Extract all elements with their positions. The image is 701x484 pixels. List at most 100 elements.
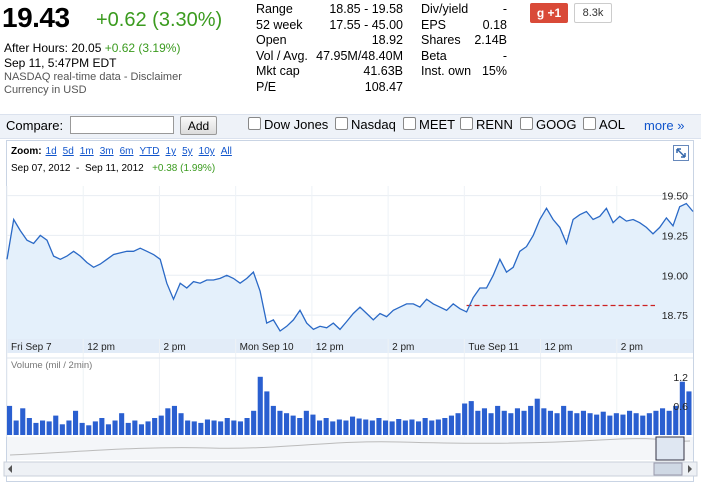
horizontal-scrollbar[interactable] [3,461,698,477]
compare-option[interactable]: MEET [403,117,455,132]
volume-bar [350,416,356,435]
volume-label: Volume (mil / 2min) [11,360,92,371]
volume-bar [178,413,184,435]
volume-bar [653,410,659,435]
zoom-option[interactable]: 6m [119,146,134,157]
volume-bar [92,421,98,435]
volume-bar [191,421,197,435]
stat-label: P/E [256,79,277,94]
stat-value: 108.47 [364,79,403,94]
volume-bar [277,410,283,435]
volume-bar [264,391,270,435]
compare-checkbox[interactable] [460,117,473,130]
stat-value: 47.95M/48.40M [316,48,403,63]
compare-option[interactable]: Dow Jones [248,117,328,132]
stat-label: Open [256,33,287,47]
stat-row: Shares 2.14B [421,33,507,49]
volume-bar [521,410,527,435]
volume-bar [125,422,131,435]
volume-bar [363,419,369,435]
volume-bar [132,420,138,435]
volume-bar [660,408,666,435]
stats-column-1: Range 18.85 - 19.58 52 week 17.55 - 45.00 Op… [256,2,403,95]
volume-bar [257,376,263,435]
more-link[interactable]: more » [644,118,685,133]
stat-label: Beta [421,48,447,63]
volume-bar [627,410,633,435]
volume-bar [284,413,290,435]
range-to: Sep 11, 2012 [84,163,144,174]
volume-bar [145,421,151,435]
volume-bar [567,410,573,435]
volume-bar [112,420,118,435]
stat-label: Range [256,2,293,16]
volume-bar [448,415,454,435]
volume-bar [231,420,237,435]
add-button[interactable]: Add [180,116,217,135]
stat-value: 0.18 [482,17,507,32]
stat-label: Vol / Avg. [256,48,308,63]
scroll-left-icon[interactable] [8,465,12,473]
navigator-window[interactable] [655,436,685,461]
volume-bar [666,410,672,435]
scrollbar-thumb[interactable] [653,462,683,476]
zoom-option[interactable]: All [220,146,232,157]
volume-bar [686,391,692,435]
volume-bar [290,415,296,435]
compare-checkbox[interactable] [403,117,416,130]
stat-value: 17.55 - 45.00 [329,17,403,32]
zoom-option[interactable]: 10y [198,146,215,157]
compare-checkbox[interactable] [248,117,261,130]
compare-input[interactable] [70,116,174,134]
volume-bar [356,418,362,435]
zoom-option[interactable]: 1y [165,146,177,157]
x-tick-label: Mon Sep 10 [240,342,294,353]
source-note[interactable]: NASDAQ real-time data - Disclaimer [4,71,182,83]
currency-note: Currency in USD [4,84,87,96]
stat-row: Inst. own 15% [421,64,507,80]
volume-bar [119,413,125,435]
compare-checkbox[interactable] [335,117,348,130]
compare-checkbox[interactable] [583,117,596,130]
volume-bar [528,405,534,435]
stat-row: Vol / Avg. 47.95M/48.40M [256,49,403,65]
volume-bar [389,421,395,435]
compare-option[interactable]: AOL [583,117,625,132]
volume-bar [105,424,111,435]
volume-bar [86,425,92,435]
volume-bar [171,405,177,435]
y-tick-label: 18.75 [662,310,688,322]
volume-bar [66,420,72,435]
x-tick-label: 12 pm [316,342,344,353]
volume-bar [303,410,309,435]
volume-bar [561,405,567,435]
x-tick-label: 2 pm [392,342,414,353]
volume-bar [554,413,560,435]
zoom-option[interactable]: YTD [139,146,160,157]
zoom-option[interactable]: 5d [62,146,74,157]
after-hours-change: +0.62 (3.19%) [104,41,181,55]
stat-label: 52 week [256,17,303,32]
zoom-row: Zoom: 1d 5d 1m 3m 6m YTD 1y 5y 10y All [11,146,238,157]
volume-bar [402,420,408,435]
zoom-option[interactable]: 3m [99,146,114,157]
google-plus-button[interactable]: g +1 [530,3,568,23]
scroll-right-icon[interactable] [688,465,692,473]
compare-option[interactable]: Nasdaq [335,117,396,132]
volume-bar [455,413,461,435]
volume-bar [534,398,540,435]
volume-bar [310,414,316,435]
volume-bar [383,420,389,435]
volume-bar [165,408,171,435]
zoom-option[interactable]: 1d [45,146,57,157]
volume-bar [198,422,204,435]
compare-option[interactable]: GOOG [520,117,576,132]
volume-bar [158,415,164,435]
expand-chart-icon[interactable] [673,145,689,161]
stat-label: Mkt cap [256,64,300,78]
zoom-option[interactable]: 5y [182,146,193,157]
zoom-option[interactable]: 1m [79,146,94,157]
compare-checkbox[interactable] [520,117,533,130]
compare-option[interactable]: RENN [460,117,513,132]
